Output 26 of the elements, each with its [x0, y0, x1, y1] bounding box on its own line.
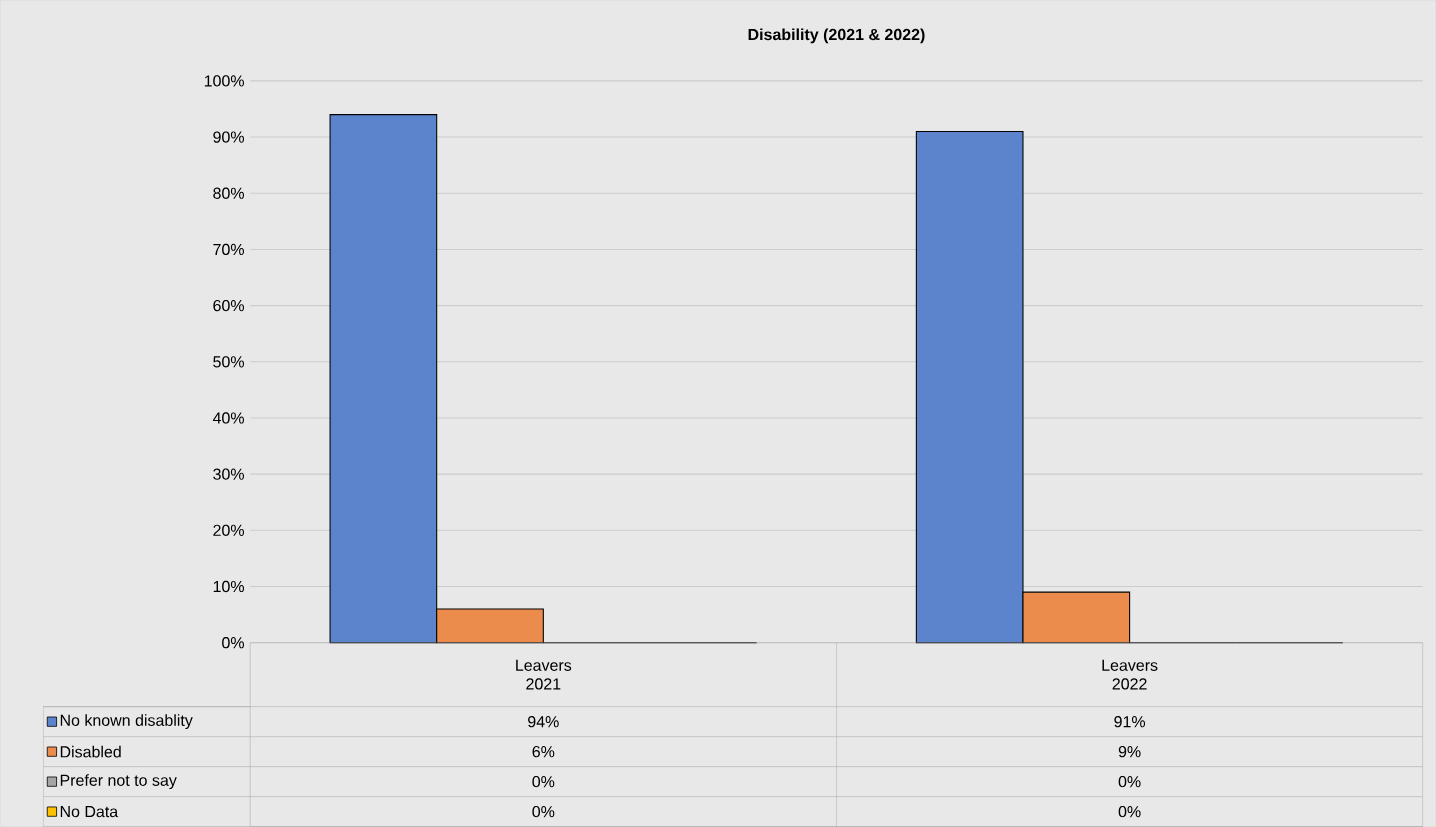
x-tick-label: Leavers 2021: [516, 659, 572, 690]
y-tick-label: 80%: [213, 187, 244, 199]
legend-label: No known disablity: [60, 714, 193, 730]
y-tick-label: 10%: [213, 580, 244, 593]
data-label: 0%: [532, 776, 555, 788]
data-label: 0%: [1118, 806, 1141, 818]
chart-title: Disability (2021 & 2022): [748, 28, 925, 44]
y-tick-label: 0%: [222, 637, 245, 649]
legend-label: No Data: [60, 806, 119, 818]
legend-label: Disabled: [60, 745, 121, 758]
y-tick-label: 50%: [213, 356, 244, 368]
x-tick-label: Leavers 2022: [1102, 659, 1158, 690]
y-tick-label: 20%: [213, 524, 244, 537]
data-label: 9%: [1118, 746, 1141, 758]
y-tick-label: 100%: [204, 75, 244, 87]
y-tick-label: 90%: [213, 131, 244, 143]
data-label: 6%: [532, 746, 555, 758]
y-tick-label: 70%: [213, 243, 244, 256]
legend-label: Prefer not to say: [60, 774, 177, 790]
data-label: 94%: [528, 716, 559, 728]
data-label: 0%: [532, 806, 555, 818]
data-label: 91%: [1114, 716, 1146, 728]
y-tick-label: 40%: [212, 412, 244, 424]
y-tick-label: 30%: [213, 468, 244, 480]
y-tick-label: 60%: [213, 300, 244, 312]
data-label: 0%: [1118, 776, 1141, 788]
